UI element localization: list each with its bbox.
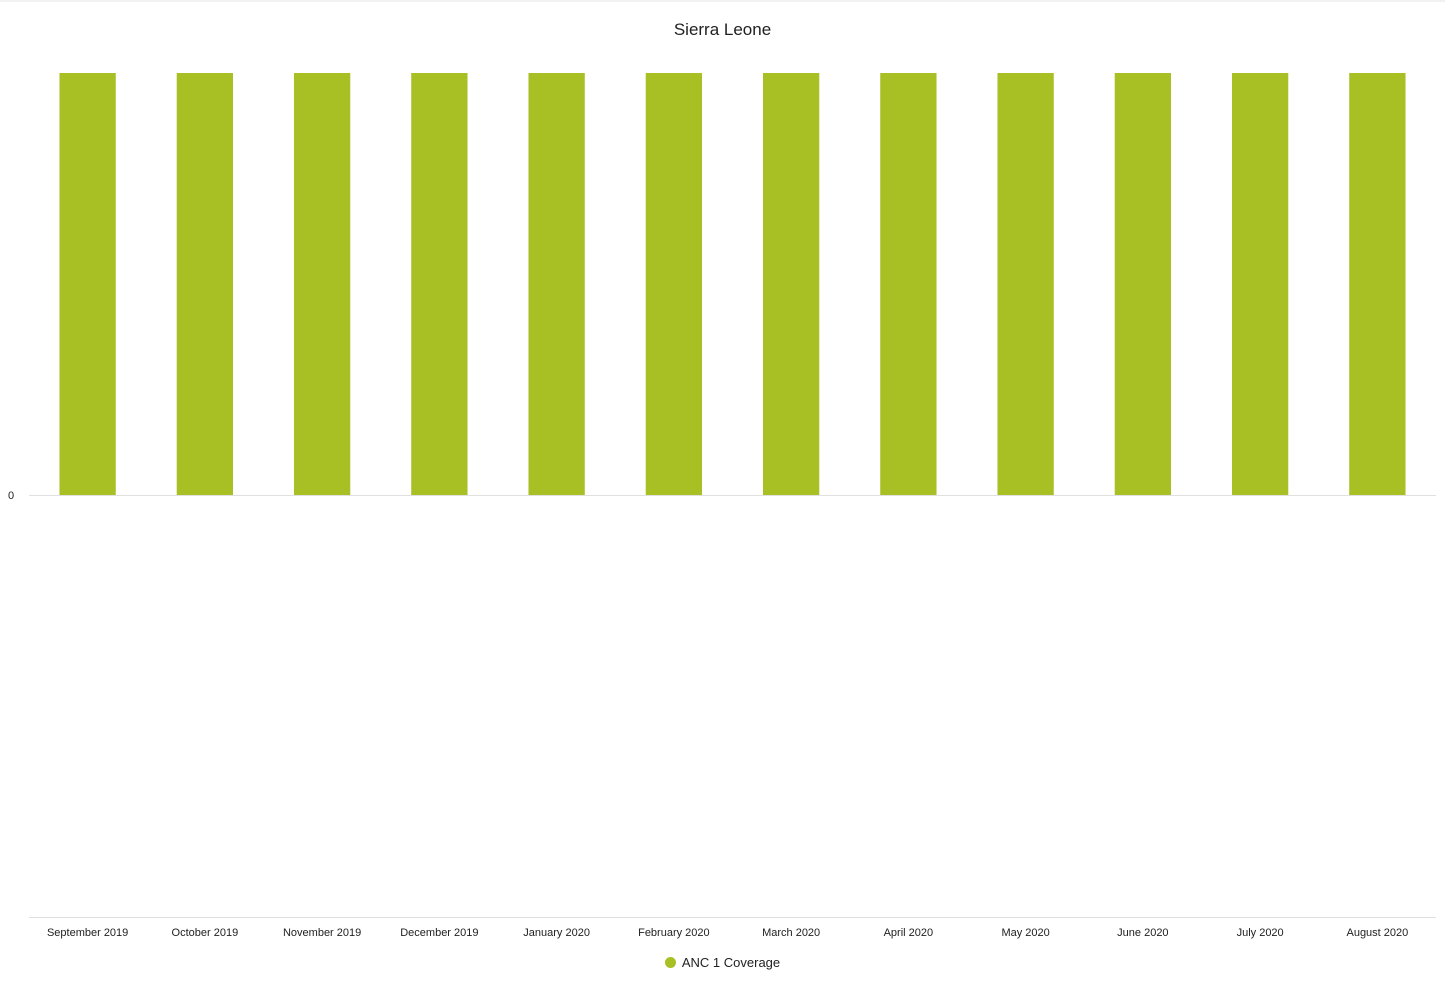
x-tick-label: September 2019 (47, 927, 128, 939)
x-tick-label: November 2019 (283, 927, 361, 939)
bar-june-2020[interactable] (1114, 73, 1172, 495)
bar-october-2019[interactable] (176, 73, 234, 495)
top-divider (0, 0, 1445, 2)
bar-april-2020[interactable] (880, 73, 937, 495)
bar-february-2020[interactable] (645, 73, 703, 495)
x-tick-label: July 2020 (1237, 927, 1284, 939)
x-tick-label: June 2020 (1117, 927, 1168, 939)
legend: ANC 1 Coverage (0, 955, 1445, 970)
chart-title: Sierra Leone (673, 20, 772, 39)
legend-swatch-icon (664, 957, 676, 968)
x-tick-label: December 2019 (400, 927, 478, 939)
y-axis-ticks: 0 (8, 490, 14, 502)
bar-december-2019[interactable] (411, 73, 468, 495)
x-tick-label: April 2020 (884, 927, 934, 939)
bar-september-2019[interactable] (59, 73, 116, 495)
bar-august-2020[interactable] (1349, 73, 1406, 495)
bar-november-2019[interactable] (293, 73, 351, 495)
x-tick-label: August 2020 (1346, 927, 1408, 939)
x-tick-label: January 2020 (523, 927, 590, 939)
bar-march-2020[interactable] (762, 73, 820, 495)
bar-may-2020[interactable] (997, 73, 1054, 495)
y-tick-label: 0 (8, 490, 14, 502)
bar-january-2020[interactable] (528, 73, 585, 495)
x-axis-ticks: September 2019 October 2019 November 2019 D… (47, 927, 1408, 939)
bar-july-2020[interactable] (1231, 73, 1289, 495)
bars-layer (59, 73, 1406, 495)
x-tick-label: February 2020 (638, 927, 710, 939)
legend-label: ANC 1 Coverage (681, 955, 781, 970)
x-tick-label: March 2020 (762, 927, 820, 939)
x-tick-label: October 2019 (172, 927, 239, 939)
legend-item-anc-1-coverage[interactable]: ANC 1 Coverage (664, 955, 781, 970)
x-tick-label: May 2020 (1001, 927, 1049, 939)
